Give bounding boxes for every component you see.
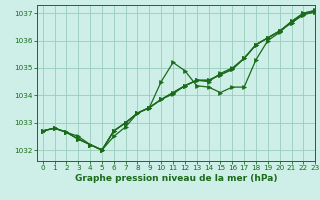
- X-axis label: Graphe pression niveau de la mer (hPa): Graphe pression niveau de la mer (hPa): [75, 174, 277, 183]
